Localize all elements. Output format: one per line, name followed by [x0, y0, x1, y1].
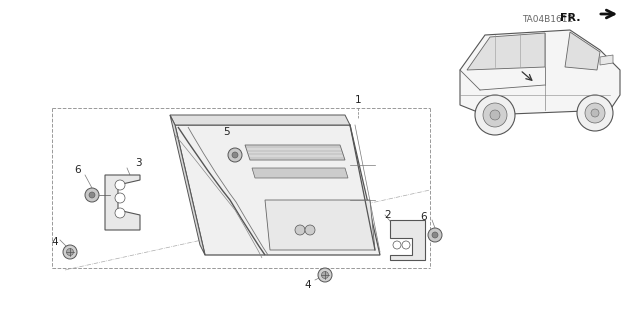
Circle shape: [305, 225, 315, 235]
Circle shape: [475, 95, 515, 135]
Polygon shape: [600, 55, 613, 65]
Circle shape: [393, 241, 401, 249]
Polygon shape: [245, 145, 345, 160]
Circle shape: [585, 103, 605, 123]
Text: 4: 4: [52, 237, 58, 247]
Text: TA04B1612: TA04B1612: [522, 15, 573, 24]
Circle shape: [228, 148, 242, 162]
Circle shape: [115, 208, 125, 218]
Polygon shape: [467, 33, 545, 70]
Polygon shape: [175, 125, 380, 255]
Circle shape: [89, 192, 95, 198]
Polygon shape: [252, 168, 348, 178]
Circle shape: [318, 268, 332, 282]
Circle shape: [490, 110, 500, 120]
Circle shape: [321, 271, 328, 278]
Circle shape: [85, 188, 99, 202]
Text: 2: 2: [385, 210, 391, 220]
Text: 3: 3: [134, 158, 141, 168]
Circle shape: [432, 232, 438, 238]
Text: 5: 5: [223, 127, 229, 137]
Circle shape: [63, 245, 77, 259]
Circle shape: [428, 228, 442, 242]
Text: 6: 6: [75, 165, 81, 175]
Text: 1: 1: [355, 95, 362, 105]
Circle shape: [115, 193, 125, 203]
Polygon shape: [170, 115, 205, 255]
Polygon shape: [265, 200, 375, 250]
Circle shape: [295, 225, 305, 235]
Circle shape: [402, 241, 410, 249]
Circle shape: [483, 103, 507, 127]
Text: FR.: FR.: [560, 13, 580, 23]
Circle shape: [591, 109, 599, 117]
Circle shape: [115, 180, 125, 190]
Polygon shape: [105, 175, 140, 230]
Polygon shape: [170, 115, 350, 125]
Polygon shape: [460, 30, 620, 115]
Circle shape: [232, 152, 238, 158]
Text: 4: 4: [305, 280, 311, 290]
Circle shape: [67, 249, 74, 256]
Text: 6: 6: [420, 212, 428, 222]
Polygon shape: [390, 220, 425, 260]
Polygon shape: [565, 32, 600, 70]
Circle shape: [577, 95, 613, 131]
